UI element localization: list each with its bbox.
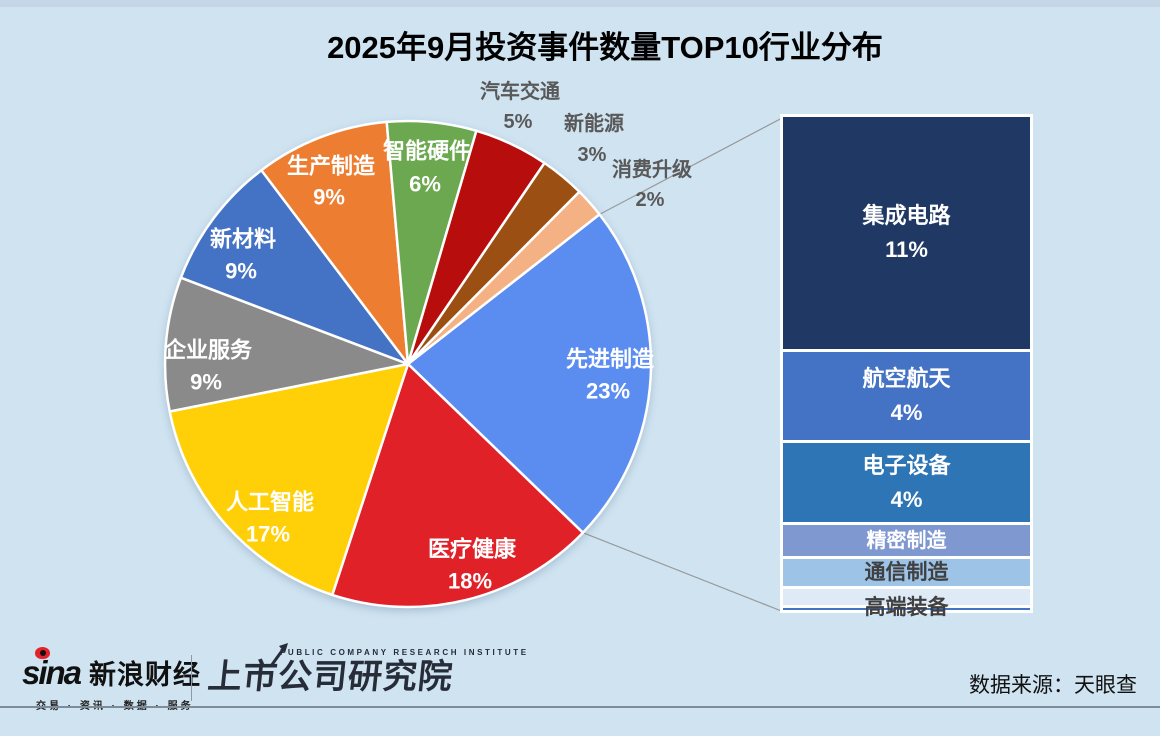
sina-brand-word: sina <box>22 654 82 691</box>
logo-divider <box>191 655 192 701</box>
pie-slice-新材料 <box>179 168 410 366</box>
sina-logo-row: sina 新浪财经 <box>22 647 202 692</box>
connector-line-bottom <box>582 532 785 613</box>
bar-block-label: 集成电路 <box>862 203 951 228</box>
bar-block-高端装备: 高端装备 <box>783 589 1030 619</box>
pie-slices <box>163 119 653 609</box>
pie-label-value-企业服务: 9% <box>190 370 222 395</box>
footer: sina 新浪财经 交易 · 资讯 · 数据 · 服务 PUBLIC COMPA… <box>0 643 1160 736</box>
bar-baseline <box>783 608 1030 610</box>
pie-label-name-新能源: 新能源 <box>564 111 624 135</box>
institute-logo: PUBLIC COMPANY RESEARCH INSTITUTE 上市公司研究… <box>206 643 529 698</box>
sina-brand-text: sina <box>22 647 82 691</box>
connector-line-top <box>599 116 785 215</box>
pie-label-value-智能硬件: 6% <box>409 172 441 197</box>
bar-block-集成电路: 集成电路 11% <box>783 117 1030 349</box>
chart-title: 2025年9月投资事件数量TOP10行业分布 <box>327 30 883 65</box>
institute-subtitle: PUBLIC COMPANY RESEARCH INSTITUTE <box>280 648 529 657</box>
pie-label-name-新材料: 新材料 <box>210 227 276 252</box>
pie-label-value-消费升级: 2% <box>636 189 665 211</box>
sina-tagline: 交易 · 资讯 · 数据 · 服务 <box>22 697 201 712</box>
institute-name: 上市公司研究院 <box>206 658 456 696</box>
pie-label-value-汽车交通: 5% <box>504 111 533 133</box>
pie-slice-企业服务 <box>163 276 410 413</box>
bar-block-label: 高端装备 <box>864 596 949 619</box>
sina-finance-name: 新浪财经 <box>89 660 202 690</box>
bar-block-label: 精密制造 <box>866 529 947 552</box>
bar-block-value: 4% <box>890 400 923 425</box>
pie-label-value-人工智能: 17% <box>246 522 290 547</box>
pie-slice-人工智能 <box>168 362 410 597</box>
arrow-up-icon <box>269 643 288 667</box>
bar-block-value: 4% <box>890 486 923 512</box>
bar-block-电子设备: 电子设备 4% <box>783 443 1030 522</box>
footer-divider-line <box>0 706 1160 708</box>
bar-block-精密制造: 精密制造 <box>783 525 1030 556</box>
sina-eye-icon <box>35 647 50 659</box>
top-strip <box>0 0 1160 7</box>
pie-label-value-新材料: 9% <box>225 259 257 284</box>
pie-label-name-智能硬件: 智能硬件 <box>383 139 471 164</box>
bar-block-value: 11% <box>885 237 928 262</box>
pie-label-value-生产制造: 9% <box>313 185 345 210</box>
bar-block-label: 电子设备 <box>862 452 951 478</box>
pie-label-name-人工智能: 人工智能 <box>226 490 314 515</box>
pie-slice-先进制造 <box>406 213 653 534</box>
pie-label-name-企业服务: 企业服务 <box>163 338 253 363</box>
pie-label-name-消费升级: 消费升级 <box>612 157 692 181</box>
sina-finance-logo: sina 新浪财经 交易 · 资讯 · 数据 · 服务 <box>22 647 202 712</box>
pie-slice-医疗健康 <box>331 362 585 609</box>
bar-block-通信制造: 通信制造 <box>783 559 1030 586</box>
data-source: 数据来源：天眼查 <box>969 674 1137 697</box>
pie-label-name-医疗健康: 医疗健康 <box>428 537 517 562</box>
pie-label-value-新能源: 3% <box>578 144 607 166</box>
pie-slice-生产制造 <box>260 120 410 366</box>
bar-block-航空航天: 航空航天 4% <box>783 352 1030 440</box>
pie-label-value-医疗健康: 18% <box>448 569 492 594</box>
pie-label-name-生产制造: 生产制造 <box>287 154 375 179</box>
pie-label-name-先进制造: 先进制造 <box>566 347 654 372</box>
pie-slice-消费升级 <box>406 190 601 366</box>
pie-label-value-先进制造: 23% <box>586 379 630 404</box>
bar-block-label: 通信制造 <box>864 561 949 584</box>
pie-label-name-汽车交通: 汽车交通 <box>480 79 560 103</box>
breakout-bar-stack: 集成电路 11% 航空航天 4% 电子设备 4% 精密制造通信制造高端装备 <box>780 114 1033 619</box>
bar-block-label: 航空航天 <box>862 366 951 391</box>
